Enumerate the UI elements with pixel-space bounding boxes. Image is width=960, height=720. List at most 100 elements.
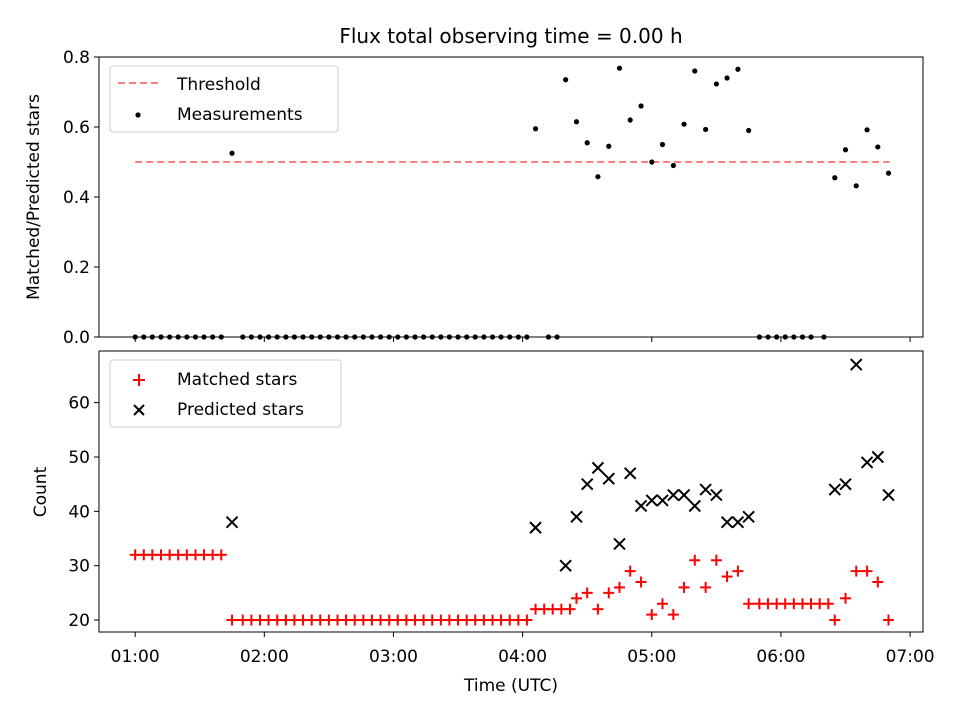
matched-star-point <box>689 554 701 566</box>
predicted-star-point <box>688 499 701 513</box>
matched-star-point <box>700 581 712 593</box>
matched-star-point <box>592 603 604 615</box>
measurement-point <box>746 127 752 134</box>
matched-star-point <box>710 554 722 566</box>
predicted-star-point <box>710 488 723 502</box>
predicted-star-point <box>677 488 691 502</box>
measurement-point <box>638 103 644 109</box>
predicted-star-point <box>559 559 572 572</box>
legend-measurement-dot <box>135 112 141 118</box>
y-tick-label: 50 <box>68 448 90 468</box>
predicted-star-point <box>699 483 712 496</box>
measurement-point <box>563 77 569 83</box>
top-y-ticks: 0.0 0.2 0.4 0.6 0.8 <box>63 48 99 348</box>
x-tick-label: 03:00 <box>369 647 418 667</box>
measurement-point <box>573 119 580 125</box>
predicted-star-point <box>529 521 542 534</box>
y-tick: 30 <box>68 557 99 577</box>
top-legend: Threshold Measurements <box>109 65 339 133</box>
matched-star-point <box>624 565 636 577</box>
predicted-star-point <box>656 494 669 507</box>
predicted-star-point <box>613 537 626 551</box>
matched-star-point <box>635 576 647 588</box>
x-axis-label: Time (UTC) <box>463 676 558 696</box>
measurement-point <box>681 121 687 127</box>
matched-star-point <box>861 565 873 577</box>
measurement-point <box>595 174 601 180</box>
y-tick: 0.0 <box>63 328 99 348</box>
matched-star-point <box>521 614 533 626</box>
predicted-star-point <box>731 516 745 529</box>
measurement-point <box>885 170 892 176</box>
predicted-star-point <box>580 477 594 491</box>
matched-star-point <box>656 598 668 610</box>
matched-star-point <box>883 614 895 626</box>
matched-star-point <box>564 603 576 615</box>
top-x-ticks <box>134 337 911 342</box>
legend-matched-label: Matched stars <box>177 370 297 390</box>
measurement-point <box>713 81 719 87</box>
measurement-point <box>659 141 666 148</box>
matched-star-point <box>872 576 884 588</box>
measurement-point <box>724 75 730 81</box>
bottom-legend: Matched stars Predicted stars <box>109 359 342 428</box>
matched-star-point <box>613 581 625 593</box>
y-tick-label: 30 <box>68 557 90 577</box>
predicted-star-point <box>645 494 658 507</box>
top-legend-box <box>109 65 339 133</box>
predicted-star-point <box>602 472 615 485</box>
x-tick-label: 02:00 <box>240 647 289 667</box>
measurement-point <box>616 65 623 71</box>
x-tick: 03:00 <box>369 632 418 667</box>
matched-star-point <box>603 587 615 599</box>
y-tick: 60 <box>68 394 99 414</box>
matched-star-point <box>581 587 593 599</box>
y-tick-label: 0.4 <box>63 188 90 208</box>
legend-predicted-label: Predicted stars <box>177 400 304 420</box>
measurement-point <box>864 127 870 133</box>
y-tick-label: 20 <box>68 611 90 631</box>
y-tick: 40 <box>68 502 99 522</box>
matched-star-point <box>215 549 227 561</box>
x-tick: 07:00 <box>886 632 935 667</box>
measurement-point <box>735 66 741 72</box>
x-tick-label: 04:00 <box>498 647 547 667</box>
measurement-point <box>703 126 709 133</box>
legend-matched-marker <box>133 374 145 386</box>
y-tick: 0.4 <box>63 188 99 208</box>
y-tick: 0.6 <box>63 118 99 138</box>
predicted-star-point <box>591 461 605 475</box>
matched-star-point <box>850 565 862 577</box>
measurement-point <box>842 147 849 153</box>
predicted-star-point <box>882 488 895 502</box>
measurement-point <box>649 159 655 165</box>
matched-star-point <box>570 592 582 604</box>
bottom-y-axis-label: Count <box>31 466 51 517</box>
y-tick-label: 0.6 <box>63 118 90 138</box>
predicted-star-point <box>720 516 734 529</box>
measurement-point <box>229 150 235 156</box>
y-tick: 0.8 <box>63 48 99 68</box>
predicted-star-point <box>871 450 885 464</box>
top-panel: 0.00.20.40.60.8 Matched/Predicted stars … <box>24 48 924 348</box>
matched-star-point <box>721 571 733 583</box>
top-y-axis-label: Matched/Predicted stars <box>24 94 44 300</box>
predicted-star-point <box>624 467 637 480</box>
predicted-star-point <box>225 516 239 529</box>
measurement-point <box>532 126 539 132</box>
legend-predicted-marker <box>133 404 145 416</box>
matched-star-point <box>743 598 755 610</box>
matched-star-point <box>822 598 834 610</box>
x-tick: 05:00 <box>627 632 676 667</box>
bottom-plot-marks <box>129 358 895 626</box>
y-tick-label: 0.0 <box>63 328 90 348</box>
matched-star-point <box>226 614 238 626</box>
measurement-point <box>853 183 859 189</box>
measurement-point <box>670 162 676 169</box>
x-tick-label: 06:00 <box>756 647 805 667</box>
predicted-star-point <box>634 499 648 513</box>
predicted-star-point <box>570 510 583 523</box>
measurement-point <box>627 117 633 123</box>
x-tick-label: 07:00 <box>886 647 935 667</box>
